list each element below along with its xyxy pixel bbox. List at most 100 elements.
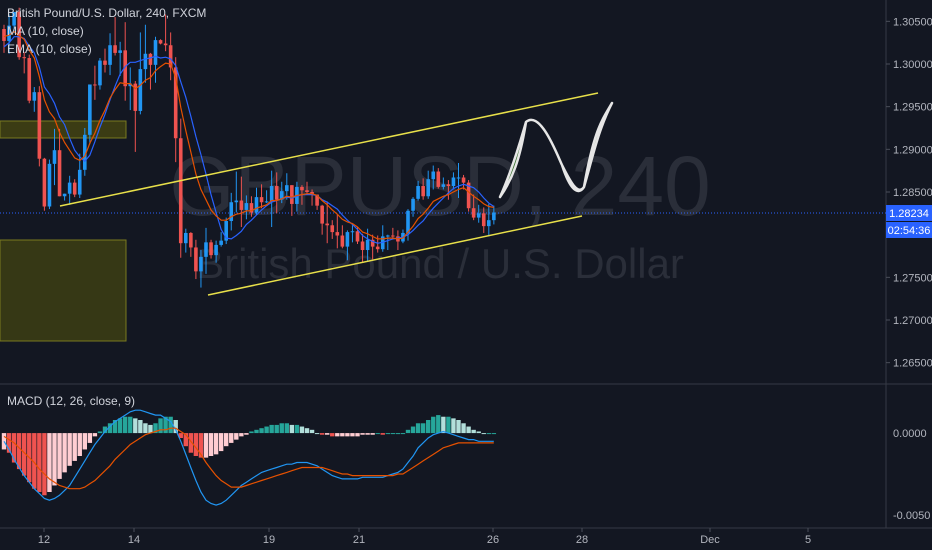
channel-upper-line[interactable] [59, 92, 599, 207]
candle[interactable] [451, 172, 456, 190]
candle[interactable] [487, 203, 491, 237]
candle[interactable] [47, 159, 52, 210]
macd-histogram-bar[interactable] [213, 433, 219, 455]
candle[interactable] [224, 217, 228, 245]
macd-histogram-bar[interactable] [289, 424, 295, 434]
macd-histogram-bar[interactable] [420, 423, 426, 434]
candle[interactable] [269, 170, 274, 227]
candle[interactable] [461, 174, 466, 190]
candle[interactable] [42, 157, 47, 211]
candle[interactable] [113, 17, 117, 56]
macd-line[interactable] [3, 409, 494, 506]
macd-histogram-bar[interactable] [203, 433, 209, 458]
candle[interactable] [219, 232, 223, 247]
macd-histogram-bar[interactable] [254, 429, 259, 434]
macd-histogram-bar[interactable] [6, 433, 12, 453]
macd-histogram-bar[interactable] [168, 416, 173, 434]
candle[interactable] [108, 33, 112, 76]
macd-histogram-bar[interactable] [143, 423, 148, 434]
candle[interactable] [471, 194, 476, 221]
candle[interactable] [391, 227, 395, 239]
macd-histogram-bar[interactable] [380, 433, 385, 435]
candle[interactable] [133, 81, 138, 152]
candle[interactable] [153, 36, 158, 83]
macd-histogram-bar[interactable] [405, 429, 411, 434]
macd-histogram-bar[interactable] [451, 418, 456, 434]
macd-histogram-bar[interactable] [350, 433, 355, 437]
candle[interactable] [184, 228, 188, 253]
candle[interactable] [370, 234, 375, 260]
candle[interactable] [274, 172, 279, 214]
candle[interactable] [254, 187, 259, 216]
macd-histogram-bar[interactable] [304, 428, 310, 434]
macd-histogram-bar[interactable] [264, 426, 269, 434]
candle[interactable] [199, 250, 203, 288]
candle[interactable] [239, 176, 244, 227]
chart-title[interactable]: British Pound/U.S. Dollar, 240, FXCM [7, 6, 207, 20]
ema-line[interactable] [3, 30, 494, 240]
candle[interactable] [123, 22, 127, 101]
macd-histogram-bar[interactable] [87, 433, 93, 443]
macd-histogram-bar[interactable] [133, 418, 138, 434]
candle[interactable] [194, 239, 198, 280]
candle[interactable] [143, 24, 148, 83]
macd-histogram-bar[interactable] [32, 433, 37, 489]
macd-histogram-bar[interactable] [415, 423, 421, 434]
macd-histogram-bar[interactable] [335, 433, 340, 437]
candle[interactable] [264, 190, 269, 204]
candle[interactable] [173, 57, 178, 163]
candle[interactable] [52, 128, 57, 186]
harmonic-pattern[interactable] [498, 101, 614, 199]
macd-histogram-bar[interactable] [52, 433, 57, 486]
candle[interactable] [315, 194, 319, 210]
candle[interactable] [62, 193, 67, 201]
macd-histogram-bar[interactable] [314, 433, 320, 435]
candle[interactable] [158, 39, 163, 45]
macd-histogram-bar[interactable] [22, 433, 27, 476]
candle[interactable] [178, 118, 183, 258]
candle[interactable] [103, 48, 107, 73]
macd-histogram-bar[interactable] [11, 433, 17, 463]
candle[interactable] [345, 230, 350, 261]
macd-histogram-bar[interactable] [67, 433, 72, 466]
macd-histogram-bar[interactable] [77, 433, 82, 456]
macd-histogram-bar[interactable] [375, 433, 380, 435]
candle[interactable] [386, 234, 390, 251]
candle[interactable] [98, 58, 102, 90]
candle[interactable] [426, 170, 430, 199]
macd-histogram-bar[interactable] [284, 423, 289, 434]
macd-histogram-bar[interactable] [325, 433, 330, 435]
candle[interactable] [406, 209, 410, 241]
candle[interactable] [290, 185, 294, 216]
macd-histogram-bar[interactable] [183, 433, 188, 447]
candle[interactable] [209, 239, 213, 259]
macd-histogram-bar[interactable] [102, 426, 108, 434]
macd-histogram-bar[interactable] [173, 420, 178, 434]
candle[interactable] [325, 201, 329, 244]
candle[interactable] [234, 171, 239, 213]
candle[interactable] [163, 14, 168, 52]
macd-histogram-bar[interactable] [62, 433, 67, 473]
candle[interactable] [320, 204, 324, 235]
macd-histogram-bar[interactable] [385, 433, 390, 435]
macd-histogram-bar[interactable] [112, 420, 118, 434]
candle[interactable] [436, 168, 441, 189]
macd-histogram-bar[interactable] [360, 433, 365, 435]
macd-histogram-bar[interactable] [153, 423, 158, 434]
ma-legend[interactable]: MA (10, close) [7, 24, 84, 38]
candle[interactable] [189, 232, 193, 257]
macd-histogram-bar[interactable] [259, 428, 264, 434]
support-zone[interactable] [0, 239, 127, 342]
candle[interactable] [57, 128, 62, 197]
macd-histogram-bar[interactable] [198, 433, 204, 458]
macd-histogram-bar[interactable] [390, 433, 396, 435]
candle[interactable] [335, 214, 340, 249]
candle[interactable] [421, 178, 425, 200]
macd-histogram-bar[interactable] [269, 424, 274, 434]
macd-histogram-bar[interactable] [72, 433, 77, 461]
macd-histogram-bar[interactable] [309, 429, 315, 434]
candle[interactable] [330, 220, 335, 239]
candle[interactable] [416, 180, 420, 201]
channel-lower-line[interactable] [207, 215, 583, 296]
